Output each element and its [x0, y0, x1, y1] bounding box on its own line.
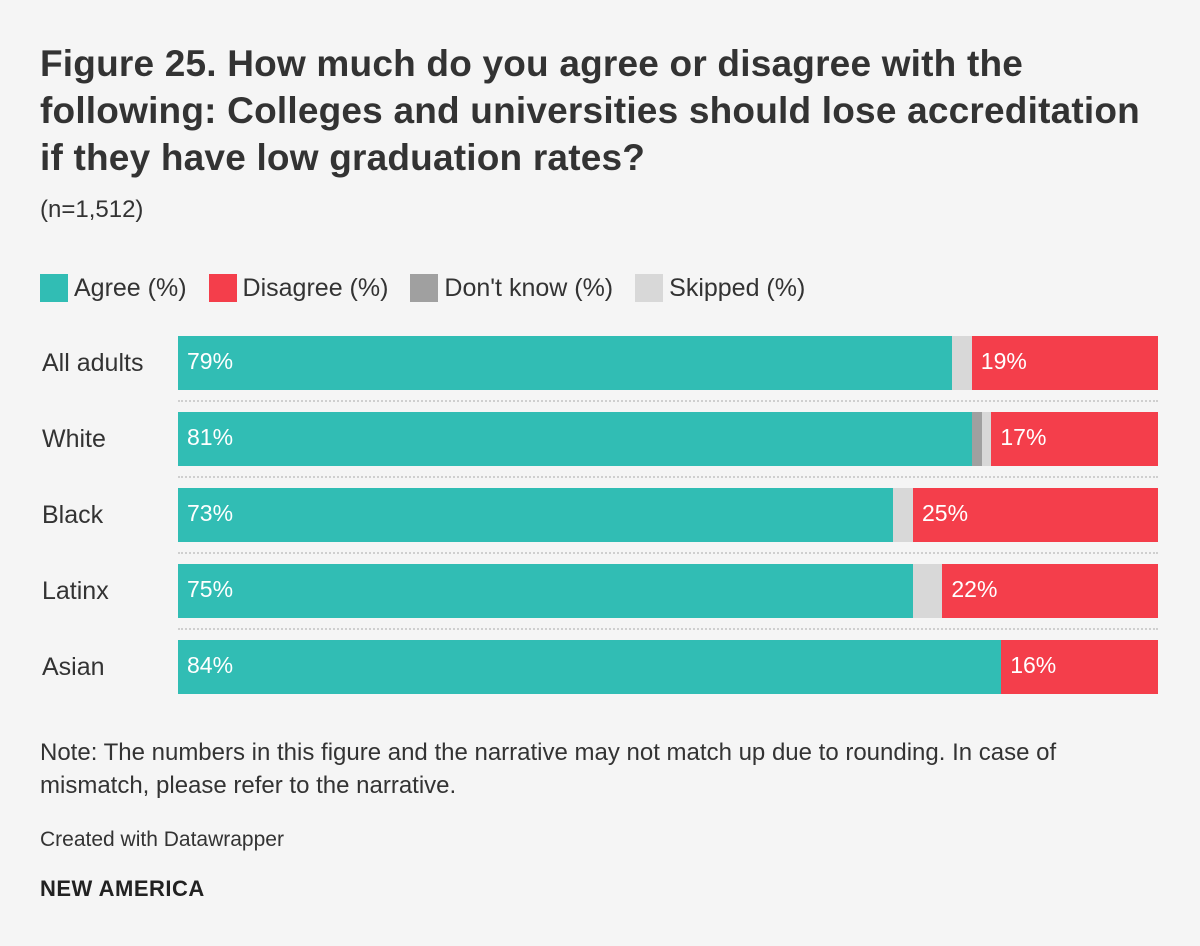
legend: Agree (%) Disagree (%) Don't know (%) Sk…: [40, 272, 827, 304]
row-divider: [178, 628, 1158, 630]
category-label-black: Black: [42, 501, 104, 529]
data-label-black-agree: 73%: [187, 500, 234, 526]
bar-all-adults-agree: 79%: [178, 336, 953, 390]
bar-white-skipped: [981, 412, 992, 466]
row-divider: [178, 476, 1158, 478]
chart-note: Note: The numbers in this figure and the…: [40, 739, 1057, 799]
legend-item-dont-know: Don't know (%): [410, 274, 613, 303]
credit-text: Created with Datawrapper: [40, 828, 284, 851]
category-label-all-adults: All adults: [42, 349, 144, 377]
legend-label-agree: Agree (%): [74, 273, 187, 302]
legend-item-disagree: Disagree (%): [208, 273, 389, 303]
bar-latinx-skipped: [913, 564, 943, 618]
data-label-white-agree: 81%: [187, 424, 234, 450]
stacked-bar-chart: All adults 79% 19% White 81% 17% Black 73% 25% La…: [40, 336, 1158, 694]
bar-white-agree: 81%: [178, 412, 972, 466]
data-label-latinx-disagree: 22%: [951, 576, 998, 602]
data-label-all-adults-disagree: 19%: [980, 348, 1027, 374]
data-label-asian-disagree: 16%: [1010, 652, 1057, 678]
bar-row-all-adults: 79% 19%: [178, 336, 1158, 390]
bar-black-skipped: [893, 488, 913, 542]
legend-label-disagree: Disagree (%): [242, 273, 389, 302]
legend-swatch-skipped: [635, 274, 664, 302]
legend-swatch-disagree: [208, 274, 237, 302]
data-label-latinx-agree: 75%: [187, 576, 234, 602]
bar-asian-disagree: 16%: [1001, 640, 1158, 694]
legend-swatch-dont-know: [410, 274, 439, 302]
legend-item-skipped: Skipped (%): [635, 274, 805, 303]
data-label-asian-agree: 84%: [187, 652, 234, 678]
bar-asian-agree: 84%: [178, 640, 1002, 694]
row-divider: [178, 400, 1158, 402]
legend-item-agree: Agree (%): [40, 274, 187, 303]
row-divider: [178, 552, 1158, 554]
bar-all-adults-skipped: [952, 336, 972, 390]
bar-white-disagree: 17%: [991, 412, 1158, 466]
legend-label-dont-know: Don't know (%): [444, 273, 614, 302]
bar-row-asian: 84% 16%: [178, 640, 1158, 694]
brand-logo-text: NEW AMERICA: [40, 876, 205, 901]
category-label-asian: Asian: [42, 653, 105, 681]
bar-white-don-t-know: [971, 412, 982, 466]
data-label-white-disagree: 17%: [1000, 424, 1047, 450]
bar-latinx-agree: 75%: [178, 564, 913, 618]
legend-label-skipped: Skipped (%): [669, 273, 806, 302]
bar-black-disagree: 25%: [913, 488, 1158, 542]
bar-row-black: 73% 25%: [178, 488, 1158, 542]
chart-subtitle: (n=1,512): [40, 196, 144, 223]
bar-all-adults-disagree: 19%: [971, 336, 1158, 390]
data-label-black-disagree: 25%: [922, 500, 969, 526]
legend-swatch-agree: [40, 274, 68, 302]
bar-row-white: 81% 17%: [178, 412, 1158, 466]
category-label-latinx: Latinx: [42, 577, 109, 605]
bar-black-agree: 73%: [178, 488, 894, 542]
chart-title: Figure 25. How much do you agree or disa…: [40, 43, 1140, 178]
bar-row-latinx: 75% 22%: [178, 564, 1158, 618]
data-label-all-adults-agree: 79%: [187, 348, 234, 374]
category-label-white: White: [42, 425, 106, 453]
bar-latinx-disagree: 22%: [942, 564, 1158, 618]
